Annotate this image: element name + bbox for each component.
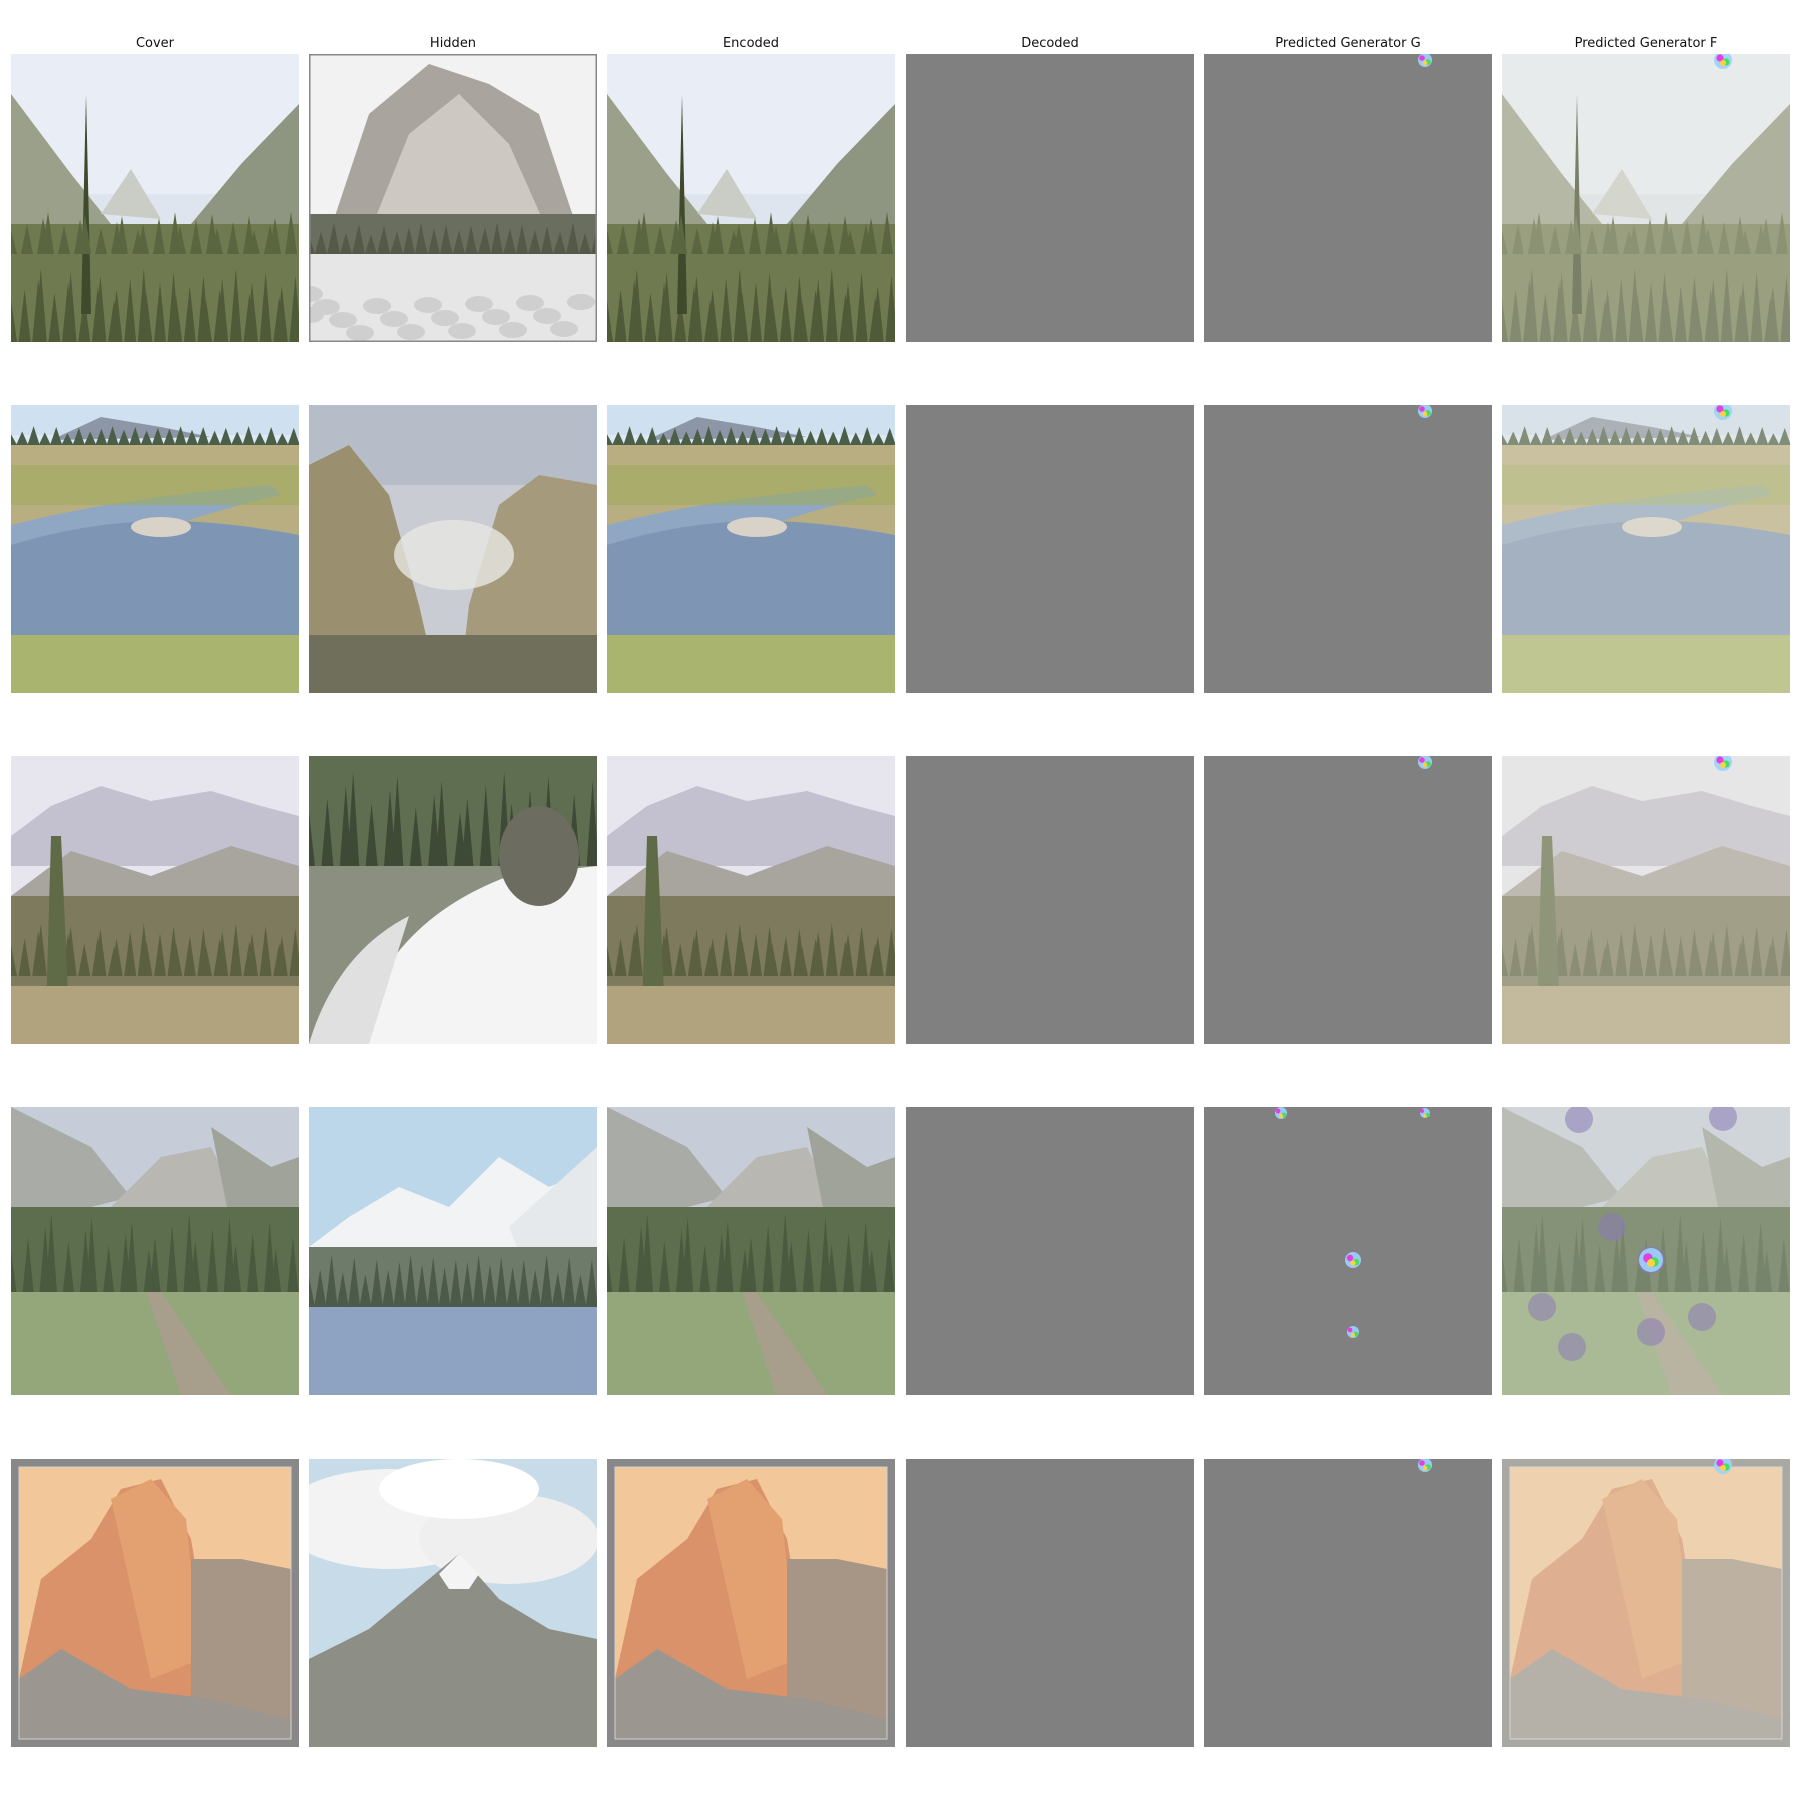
image-encoded-row-1 [607, 54, 895, 342]
image-hidden-row-1 [309, 54, 597, 342]
image-hidden-row-3 [309, 756, 597, 1044]
image-generator-f-row-3 [1502, 756, 1790, 1044]
column-title-cover: Cover [135, 36, 175, 51]
image-cover-row-5 [11, 1459, 299, 1747]
image-generator-g-row-3 [1204, 756, 1492, 1044]
image-encoded-row-3 [607, 756, 895, 1044]
column-title-generator-f: Predicted Generator F [1574, 36, 1718, 51]
column-title-hidden: Hidden [429, 36, 477, 51]
image-generator-f-row-2 [1502, 405, 1790, 693]
image-encoded-row-2 [607, 405, 895, 693]
image-hidden-row-5 [309, 1459, 597, 1747]
image-generator-g-row-1 [1204, 54, 1492, 342]
image-decoded-row-4 [906, 1107, 1194, 1395]
image-cover-row-4 [11, 1107, 299, 1395]
image-hidden-row-2 [309, 405, 597, 693]
image-decoded-row-3 [906, 756, 1194, 1044]
image-decoded-row-2 [906, 405, 1194, 693]
image-generator-g-row-5 [1204, 1459, 1492, 1747]
column-title-generator-g: Predicted Generator G [1275, 36, 1421, 51]
image-encoded-row-4 [607, 1107, 895, 1395]
image-encoded-row-5 [607, 1459, 895, 1747]
image-cover-row-2 [11, 405, 299, 693]
image-decoded-row-1 [906, 54, 1194, 342]
image-hidden-row-4 [309, 1107, 597, 1395]
image-cover-row-1 [11, 54, 299, 342]
image-generator-f-row-4 [1502, 1107, 1790, 1395]
image-generator-f-row-5 [1502, 1459, 1790, 1747]
image-generator-g-row-2 [1204, 405, 1492, 693]
column-title-encoded: Encoded [722, 36, 780, 51]
image-generator-g-row-4 [1204, 1107, 1492, 1395]
column-title-decoded: Decoded [1021, 36, 1079, 51]
image-cover-row-3 [11, 756, 299, 1044]
image-decoded-row-5 [906, 1459, 1194, 1747]
image-generator-f-row-1 [1502, 54, 1790, 342]
